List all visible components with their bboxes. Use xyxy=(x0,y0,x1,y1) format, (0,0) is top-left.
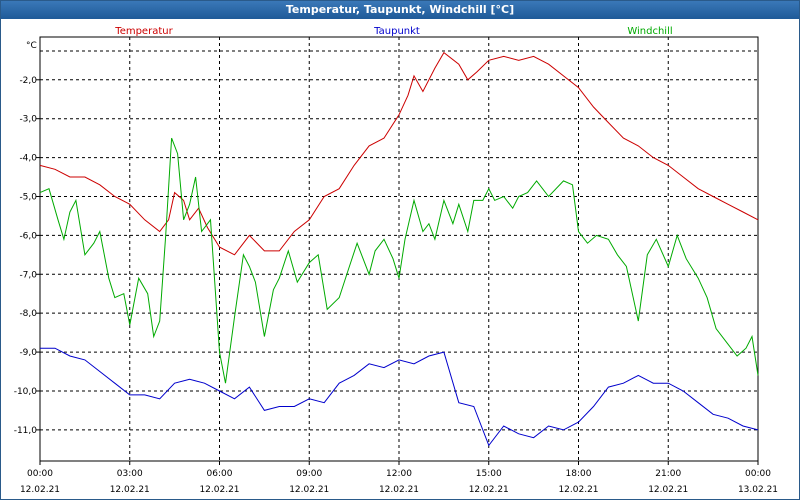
x-tick-time-label: 00:00 xyxy=(745,469,771,479)
series-line-temperatur xyxy=(39,51,759,256)
y-tick-label: -7,0 xyxy=(19,270,37,280)
x-tick-date-label: 13.02.21 xyxy=(738,485,778,495)
x-tick-date-label: 12.02.21 xyxy=(648,485,688,495)
series-lines xyxy=(39,51,759,447)
x-tick-time-label: 18:00 xyxy=(566,469,592,479)
x-tick-date-label: 12.02.21 xyxy=(289,485,329,495)
x-tick-date-label: 12.02.21 xyxy=(20,485,60,495)
x-tick-date-label: 12.02.21 xyxy=(469,485,509,495)
grid-lines xyxy=(40,37,758,461)
y-tick-label: -2,0 xyxy=(19,76,37,86)
x-tick-time-label: 09:00 xyxy=(296,469,322,479)
x-tick-date-label: 12.02.21 xyxy=(379,485,419,495)
window-title: Temperatur, Taupunkt, Windchill [°C] xyxy=(1,1,799,19)
y-tick-label: -5,0 xyxy=(19,192,37,202)
legend: Temperatur Taupunkt Windchill xyxy=(114,26,672,37)
y-tick-label: -6,0 xyxy=(19,231,37,241)
x-tick-date-label: 12.02.21 xyxy=(199,485,239,495)
x-tick-time-label: 03:00 xyxy=(117,469,143,479)
legend-entry-temperatur: Temperatur xyxy=(114,26,173,37)
x-tick-time-label: 15:00 xyxy=(476,469,502,479)
y-tick-label: -3,0 xyxy=(19,115,37,125)
series-line-taupunkt xyxy=(40,347,759,447)
x-tick-date-label: 12.02.21 xyxy=(110,485,150,495)
y-tick-label: -10,0 xyxy=(14,387,38,397)
y-axis-unit-label: °C xyxy=(26,41,37,51)
y-tick-label: -8,0 xyxy=(19,309,37,319)
x-axis-ticks: 00:00 12.02.21 03:00 12.02.21 06:00 12.02.21 0… xyxy=(20,461,778,495)
y-tick-label: -9,0 xyxy=(19,348,37,358)
y-tick-label: -11,0 xyxy=(14,426,38,436)
x-tick-time-label: 21:00 xyxy=(655,469,681,479)
series-line-windchill xyxy=(39,137,759,384)
y-tick-label: -4,0 xyxy=(19,154,37,164)
legend-entry-taupunkt: Taupunkt xyxy=(373,26,420,37)
x-tick-time-label: 00:00 xyxy=(27,469,53,479)
x-tick-date-label: 12.02.21 xyxy=(558,485,598,495)
x-tick-time-label: 06:00 xyxy=(207,469,233,479)
legend-entry-windchill: Windchill xyxy=(627,26,672,37)
x-tick-time-label: 12:00 xyxy=(386,469,412,479)
y-axis-ticks: -2,0 -3,0 -4,0 -5,0 -6,0 -7,0 -8,0 -9,0 -10,0 -11… xyxy=(14,76,40,436)
